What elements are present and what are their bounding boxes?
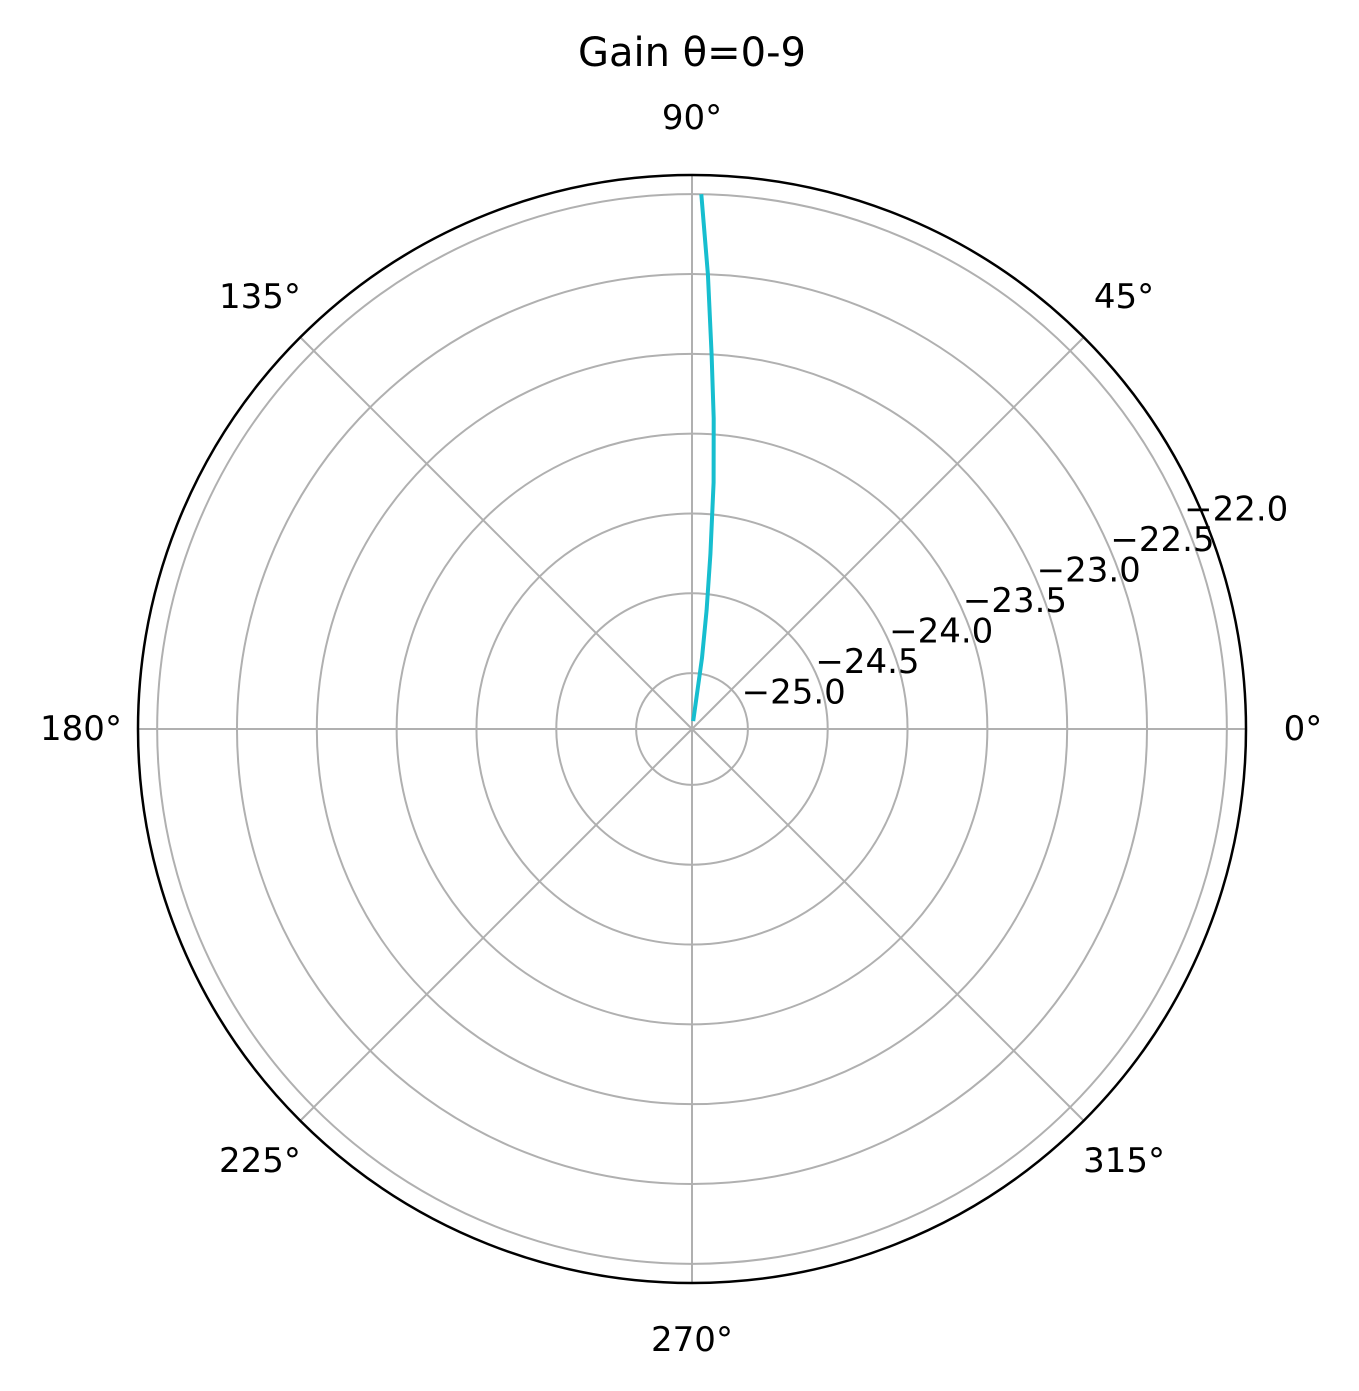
theta-tick-label-0: 0° <box>1284 709 1323 749</box>
radial-tick-label-2: −24.0 <box>889 612 993 652</box>
radial-tick-label-6: −22.0 <box>1184 489 1288 529</box>
theta-tick-label-2: 90° <box>662 98 722 138</box>
angular-gridline-5 <box>299 728 693 1122</box>
theta-tick-label-4: 180° <box>40 709 122 749</box>
theta-tick-label-6: 270° <box>651 1320 733 1360</box>
radial-tick-label-0: −25.0 <box>742 673 846 713</box>
angular-gridline-1 <box>691 336 1085 730</box>
radial-tick-label-3: −23.5 <box>963 581 1067 621</box>
frame-layer <box>136 173 1248 1285</box>
theta-tick-labels: 0° 45° 90° 135° 180° 225° 270° 315° <box>40 98 1322 1360</box>
theta-tick-label-5: 225° <box>219 1141 301 1181</box>
angular-gridline-7 <box>691 728 1085 1122</box>
theta-tick-label-1: 45° <box>1094 277 1154 317</box>
radial-tick-label-1: −24.5 <box>815 642 919 682</box>
grid-layer <box>138 175 1246 1283</box>
radial-tick-label-4: −23.0 <box>1037 550 1141 590</box>
angular-gridline-3 <box>299 336 693 730</box>
theta-tick-label-3: 135° <box>219 277 301 317</box>
theta-tick-label-7: 315° <box>1083 1141 1165 1181</box>
polar-frame <box>136 173 1248 1285</box>
radial-tick-labels: −25.0−24.5−24.0−23.5−23.0−22.5−22.0 <box>742 489 1289 712</box>
series-layer <box>691 194 716 722</box>
chart-title: Gain θ=0-9 <box>578 30 806 76</box>
series-line-0 <box>691 194 716 722</box>
radial-tick-label-5: −22.5 <box>1110 520 1214 560</box>
